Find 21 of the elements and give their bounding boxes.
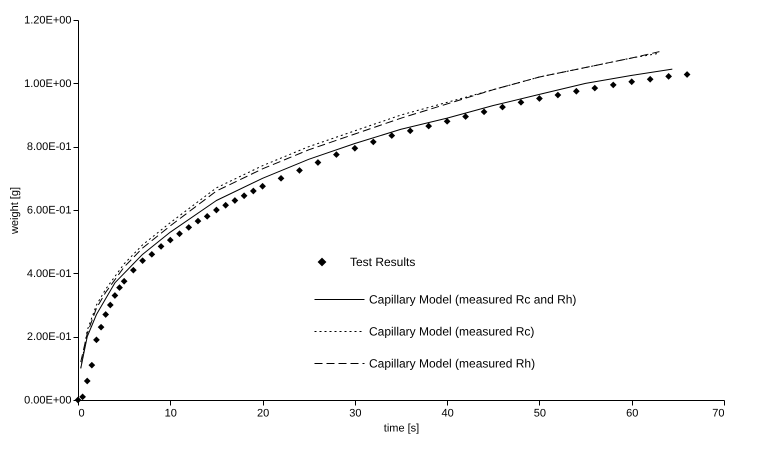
y-tick-label: 8.00E-01 [26,141,72,154]
x-tick-label: 30 [349,408,362,420]
x-tick-label: 20 [256,408,270,420]
x-tick-label: 60 [626,408,638,420]
legend-label: Test Results [350,255,416,269]
x-tick-label: 10 [164,408,177,420]
y-axis-title: weight [g] [9,186,22,236]
y-tick-label: 4.00E-01 [26,268,72,280]
x-axis-title: time [s] [384,422,420,434]
y-tick-label: 1.00E+00 [24,78,72,90]
legend-label: Capillary Model (measured Rc and Rh) [369,292,576,306]
x-tick-label: 40 [442,408,454,420]
y-tick-label: 6.00E-01 [26,204,72,216]
legend-label: Capillary Model (measured Rh) [369,356,536,370]
x-tick-label: 50 [534,408,546,420]
legend-label: Capillary Model (measured Rc) [369,324,534,338]
y-tick-label: 2.00E-01 [26,331,72,344]
y-tick-label: 1.20E+00 [24,14,72,26]
x-tick-label: 70 [712,408,724,420]
y-tick-label: 0.00E+00 [24,394,72,406]
x-tick-label: 0 [78,408,85,420]
